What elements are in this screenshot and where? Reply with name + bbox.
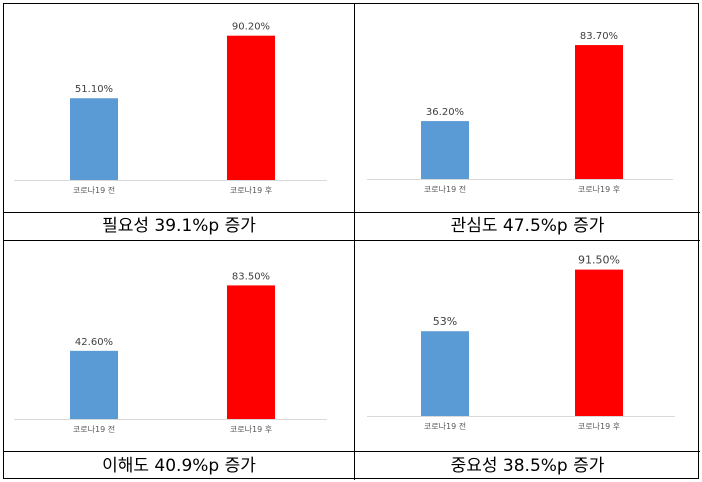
value-label-after: 83.70% (580, 31, 618, 42)
chart-panel-understanding: 42.60% 코로나19 전 83.50% 코로나19 후 (4, 241, 354, 451)
bar-after (227, 285, 275, 419)
value-label-after: 90.20% (232, 22, 270, 33)
bar-before (421, 331, 469, 416)
bar-after (227, 35, 275, 181)
bar-before (421, 121, 469, 179)
bar-chart-importance: 53% 코로나19 전 91.50% 코로나19 후 (367, 254, 675, 431)
bar-before (70, 98, 118, 180)
bar-chart-understanding: 42.60% 코로나19 전 83.50% 코로나19 후 (14, 271, 327, 434)
bar-chart-necessity: 51.10% 코로나19 전 90.20% 코로나19 후 (14, 22, 327, 195)
category-label-after: 코로나19 후 (230, 186, 272, 195)
grid-divider-3 (4, 451, 700, 452)
category-label-before: 코로나19 전 (73, 424, 115, 434)
bar-before (70, 350, 118, 419)
category-label-after: 코로나19 후 (578, 185, 620, 194)
category-label-before: 코로나19 전 (424, 421, 466, 431)
category-label-before: 코로나19 전 (73, 185, 115, 195)
caption-understanding: 이해도 40.9%p 증가 (102, 456, 256, 476)
grid-divider-1 (4, 212, 700, 213)
chart-grid: 51.10% 코로나19 전 90.20% 코로나19 후 필요성 39.1%p 증가… (3, 3, 700, 480)
bar-after (575, 269, 623, 416)
category-label-after: 코로나19 후 (578, 422, 620, 431)
value-label-before: 36.20% (426, 107, 464, 118)
grid-vertical-divider (354, 4, 355, 480)
chart-panel-interest: 36.20% 코로나19 전 83.70% 코로나19 후 (355, 4, 700, 212)
value-label-before: 51.10% (75, 84, 113, 95)
caption-necessity: 필요성 39.1%p 증가 (102, 216, 256, 236)
chart-panel-necessity: 51.10% 코로나19 전 90.20% 코로나19 후 (4, 4, 354, 212)
caption-interest: 관심도 47.5%p 증가 (450, 216, 605, 236)
bar-after (575, 45, 623, 179)
caption-importance: 중요성 38.5%p 증가 (450, 456, 605, 476)
category-label-before: 코로나19 전 (424, 184, 466, 194)
category-label-after: 코로나19 후 (230, 425, 272, 434)
bar-chart-interest: 36.20% 코로나19 전 83.70% 코로나19 후 (367, 31, 673, 194)
value-label-before: 42.60% (75, 337, 113, 348)
grid-divider-2 (4, 240, 700, 241)
chart-panel-importance: 53% 코로나19 전 91.50% 코로나19 후 (355, 241, 700, 451)
value-label-after: 83.50% (232, 271, 270, 282)
value-label-before: 53% (433, 315, 457, 328)
value-label-after: 91.50% (578, 254, 620, 267)
